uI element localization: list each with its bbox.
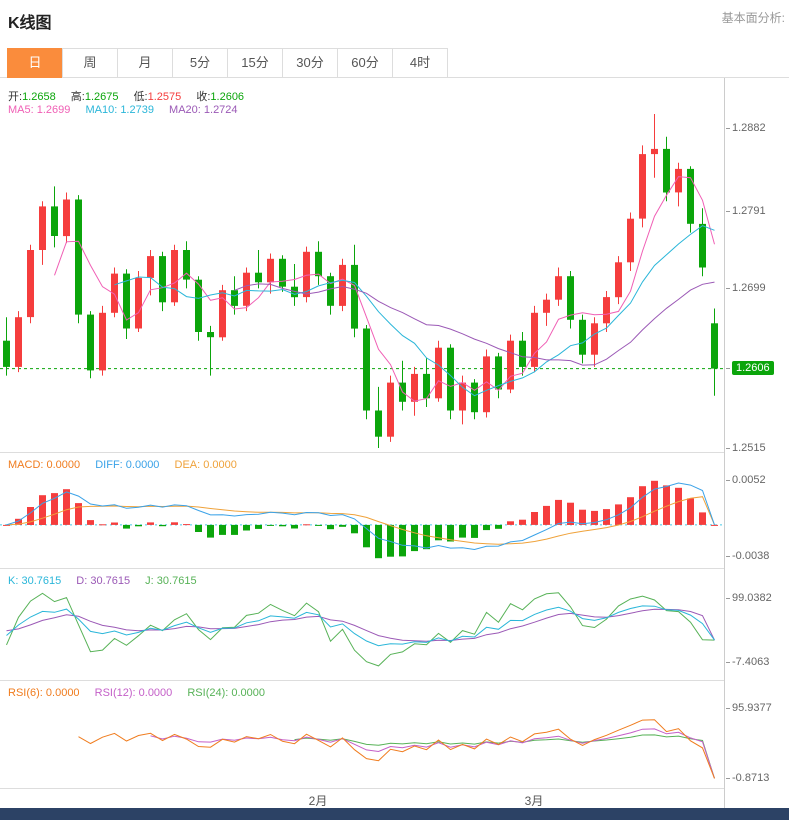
d-value: D: 30.7615 (76, 575, 131, 587)
ohlc-readout: 开:1.2658 高:1.2675 低:1.2575 收:1.2606 (8, 88, 256, 104)
tab-4hour[interactable]: 4时 (392, 48, 448, 78)
main-y-tick-current: 1.2606 (726, 361, 774, 375)
high-readout: 高:1.2675 (70, 91, 119, 103)
rsi-panel: RSI(6): 0.0000 RSI(12): 0.0000 RSI(24): … (0, 680, 724, 788)
x-axis-label-march: 3月 (524, 794, 544, 808)
rsi-y-tick-top: 95.9377 (726, 702, 772, 714)
main-y-tick-1: 1.2882 (726, 122, 766, 134)
rsi-readout: RSI(6): 0.0000 RSI(12): 0.0000 RSI(24): … (8, 687, 277, 699)
bottom-section-bar (0, 808, 789, 820)
kdj-readout: K: 30.7615 D: 30.7615 J: 30.7615 (8, 575, 209, 587)
main-y-tick-3: 1.2699 (726, 282, 766, 294)
tab-60min[interactable]: 60分 (337, 48, 393, 78)
macd-panel: MACD: 0.0000 DIFF: 0.0000 DEA: 0.0000 (0, 452, 725, 569)
main-y-tick-2: 1.2791 (726, 205, 766, 217)
rsi24-value: RSI(24): 0.0000 (187, 687, 266, 699)
j-value: J: 30.7615 (145, 575, 197, 587)
plot-column: 开:1.2658 高:1.2675 低:1.2575 收:1.2606 MA5:… (0, 78, 725, 808)
tab-month[interactable]: 月 (117, 48, 173, 78)
tab-week[interactable]: 周 (62, 48, 118, 78)
tab-day[interactable]: 日 (7, 48, 63, 78)
tab-15min[interactable]: 15分 (227, 48, 283, 78)
rsi-chart-canvas[interactable] (0, 681, 725, 789)
macd-y-tick-bottom: -0.0038 (725, 550, 770, 562)
diff-value: DIFF: 0.0000 (95, 459, 160, 471)
candlestick-chart-canvas[interactable] (0, 78, 725, 452)
rsi6-value: RSI(6): 0.0000 (8, 687, 80, 699)
dea-value: DEA: 0.0000 (174, 459, 237, 471)
kdj-chart-canvas[interactable] (0, 569, 725, 681)
x-axis-label-february: 2月 (308, 794, 328, 808)
tab-30min[interactable]: 30分 (282, 48, 338, 78)
ma-readout: MA5: 1.2699 MA10: 1.2739 MA20: 1.2724 (8, 104, 250, 116)
kdj-y-tick-bottom: -7.4063 (725, 656, 770, 668)
current-price-badge: 1.2606 (732, 361, 774, 375)
k-value: K: 30.7615 (8, 575, 62, 587)
open-readout: 开:1.2658 (8, 91, 56, 103)
close-readout: 收:1.2606 (196, 91, 245, 103)
x-axis-labels: 2月 3月 (0, 788, 724, 808)
fundamental-analysis-link[interactable]: 基本面分析: (721, 11, 785, 25)
ma20-readout: MA20: 1.2724 (169, 104, 238, 116)
timeframe-tabs: 日 周 月 5分 15分 30分 60分 4时 (0, 44, 789, 78)
ma10-readout: MA10: 1.2739 (85, 104, 154, 116)
macd-value: MACD: 0.0000 (8, 459, 81, 471)
page-header: K线图 基本面分析: (0, 0, 789, 44)
candlestick-panel: 开:1.2658 高:1.2675 低:1.2575 收:1.2606 MA5:… (0, 78, 725, 452)
macd-y-tick-top: 0.0052 (726, 474, 766, 486)
macd-readout: MACD: 0.0000 DIFF: 0.0000 DEA: 0.0000 (8, 459, 249, 471)
rsi12-value: RSI(12): 0.0000 (94, 687, 173, 699)
chart-area: 开:1.2658 高:1.2675 低:1.2575 收:1.2606 MA5:… (0, 78, 789, 808)
kdj-y-tick-top: 99.0382 (726, 592, 772, 604)
tab-5min[interactable]: 5分 (172, 48, 228, 78)
page-title: K线图 (8, 15, 52, 32)
price-axis: 1.2882 1.2791 1.2699 1.2606 1.2515 0.005… (725, 78, 789, 808)
kdj-panel: K: 30.7615 D: 30.7615 J: 30.7615 (0, 568, 724, 680)
ma5-readout: MA5: 1.2699 (8, 104, 71, 116)
rsi-y-tick-bottom: -0.8713 (725, 772, 770, 784)
macd-chart-canvas[interactable] (0, 453, 725, 569)
main-y-tick-5: 1.2515 (726, 442, 766, 454)
low-readout: 低:1.2575 (133, 91, 182, 103)
